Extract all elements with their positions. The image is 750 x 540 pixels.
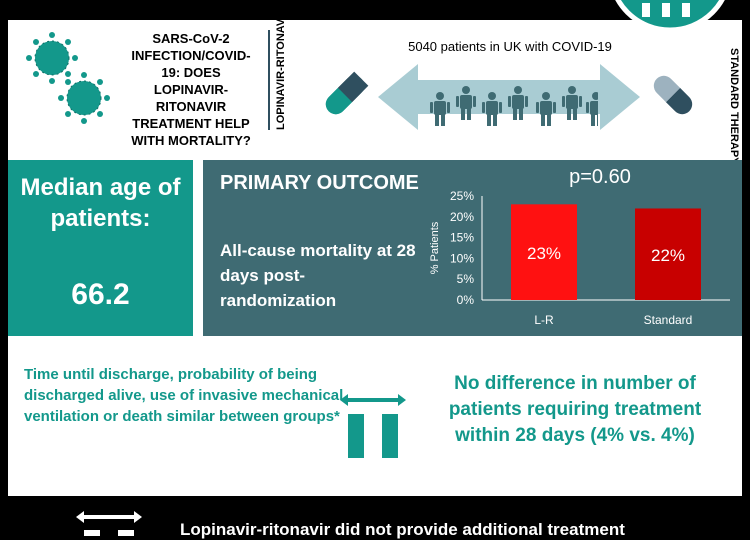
p-value: p=0.60 (569, 166, 631, 188)
conclusion-equal-icon (76, 511, 142, 536)
y-tick-label: 20% (450, 210, 474, 224)
person-icon (508, 86, 528, 120)
person-icon (482, 92, 502, 126)
virus-icon (58, 72, 110, 124)
y-tick-label: 15% (450, 231, 474, 245)
bar (635, 208, 701, 300)
y-tick-label: 10% (450, 251, 474, 265)
x-tick-label: L-R (534, 313, 554, 327)
study-question: SARS-CoV-2 INFECTION/COVID-19: DOES LOPI… (131, 31, 251, 148)
patients-count-text: 5040 patients in UK with COVID-19 (408, 39, 612, 54)
secondary-panel (8, 346, 742, 496)
no-difference-icon (340, 394, 406, 458)
journal-logo (615, 0, 725, 33)
mortality-bar-chart: % Patients 0% 5% 10% 15% 20% 25% 23% L-R 22% Stand… (429, 190, 730, 327)
virus-icon (26, 32, 110, 124)
bar (511, 204, 577, 300)
conclusion-text: Lopinavir-ritonavir did not provide addi… (180, 520, 625, 539)
median-age-title: Median age of patients: (20, 174, 181, 232)
bar-value-label: 22% (651, 246, 685, 265)
primary-outcome-title: PRIMARY OUTCOME (220, 172, 419, 194)
y-tick-label: 25% (450, 190, 474, 203)
person-icon (456, 86, 476, 120)
standard-therapy-label: STANDARD THERAPY (728, 48, 740, 165)
x-tick-label: Standard (644, 313, 693, 327)
person-icon (536, 92, 556, 126)
median-age-box (8, 160, 193, 336)
median-age-value: 66.2 (71, 278, 130, 311)
person-icon (430, 92, 450, 126)
standard-pill-icon (653, 75, 693, 115)
person-icon (562, 86, 582, 120)
lopinavir-ritonavir-label: LOPINAVIR-RITONAVIR (275, 7, 287, 130)
virus-icon (26, 32, 78, 84)
secondary-outcomes-text: Time until discharge, probability of bei… (24, 366, 344, 425)
lopinavir-pill-icon (325, 71, 369, 115)
patients-icon-group (430, 86, 598, 126)
no-difference-text: No difference in number of patients requ… (448, 373, 702, 446)
header-divider (268, 30, 270, 130)
y-tick-label: 0% (457, 293, 475, 307)
person-icon (586, 92, 598, 126)
bar-value-label: 23% (527, 244, 561, 263)
y-axis-label: % Patients (429, 221, 441, 274)
conclusion-bar (55, 502, 745, 536)
primary-outcome-description: All-cause mortality at 28 days post-rand… (220, 241, 416, 310)
y-tick-label: 5% (457, 272, 475, 286)
